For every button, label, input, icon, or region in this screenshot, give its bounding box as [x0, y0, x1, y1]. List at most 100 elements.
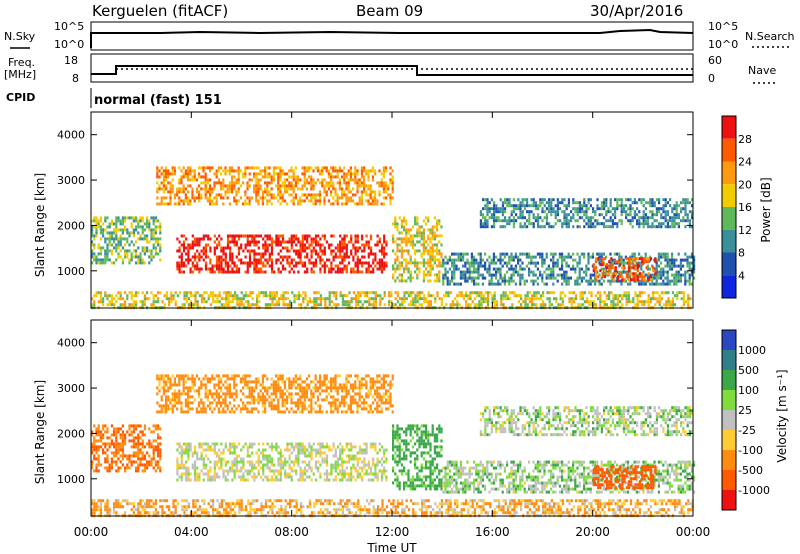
scatter-cell [209, 196, 212, 200]
scatter-cell [301, 469, 304, 473]
scatter-cell [306, 246, 309, 250]
scatter-cell [255, 187, 258, 191]
scatter-cell [286, 187, 289, 191]
scatter-cell [251, 249, 254, 253]
scatter-cell [599, 300, 602, 304]
scatter-cell [229, 252, 232, 256]
scatter-cell [235, 193, 238, 197]
scatter-cell [519, 258, 522, 262]
scatter-cell [209, 460, 212, 464]
scatter-cell [583, 276, 586, 280]
scatter-cell [585, 270, 588, 274]
scatter-cell [456, 303, 459, 307]
scatter-cell [284, 267, 287, 271]
scatter-cell [416, 228, 419, 232]
scatter-cell [369, 190, 372, 194]
scatter-cell [275, 166, 278, 170]
scatter-cell [244, 246, 247, 250]
scatter-cell [132, 303, 135, 307]
scatter-cell [323, 187, 326, 191]
scatter-cell [619, 275, 622, 279]
scatter-cell [357, 303, 360, 307]
scatter-cell [182, 466, 186, 470]
scatter-cell [493, 210, 496, 214]
scatter-cell [603, 225, 606, 229]
scatter-cell [99, 219, 102, 223]
scatter-cell [270, 445, 274, 449]
scatter-cell [93, 255, 96, 259]
scatter-cell [319, 243, 322, 247]
scatter-cell [128, 258, 131, 262]
scatter-cell [561, 303, 564, 307]
scatter-cell [565, 225, 568, 229]
scatter-cell [253, 258, 256, 262]
scatter-cell [690, 267, 693, 271]
scatter-cell [141, 231, 144, 235]
scatter-cell [196, 300, 199, 304]
scatter-cell [418, 267, 421, 271]
scatter-cell [414, 258, 417, 262]
scatter-cell [367, 478, 370, 482]
scatter-cell [350, 442, 353, 446]
scatter-cell [180, 178, 183, 182]
scatter-cell [687, 297, 690, 301]
scatter-cell [207, 472, 210, 476]
scatter-cell [493, 294, 496, 298]
scatter-cell [587, 267, 590, 271]
scatter-cell [135, 252, 138, 256]
scatter-cell [330, 181, 333, 185]
scatter-cell [667, 300, 670, 304]
scatter-cell [124, 249, 127, 253]
scatter-cell [543, 198, 546, 202]
scatter-cell [102, 231, 105, 235]
scatter-cell [178, 166, 181, 170]
scatter-cell [110, 249, 113, 253]
scatter-cell [303, 249, 307, 253]
scatter-cell [312, 246, 315, 250]
scatter-cell [189, 258, 192, 262]
scatter-cell [359, 300, 362, 304]
scatter-cell [233, 460, 236, 464]
scatter-cell [268, 454, 271, 458]
scatter-cell [693, 261, 696, 265]
scatter-cell [108, 225, 111, 229]
scatter-cell [187, 466, 190, 470]
scatter-cell [301, 448, 304, 452]
scatter-cell [264, 258, 267, 262]
scatter-cell [301, 166, 304, 170]
scatter-cell [345, 187, 348, 191]
scatter-cell [396, 225, 399, 229]
scatter-cell [436, 291, 439, 295]
scatter-cell [358, 246, 362, 250]
scatter-cell [184, 196, 187, 200]
scatter-cell [690, 270, 693, 274]
scatter-cell [339, 270, 342, 274]
scatter-cell [657, 282, 660, 286]
scatter-cell [193, 264, 197, 268]
scatter-cell [115, 222, 118, 226]
scatter-cell [503, 255, 506, 259]
scatter-cell [332, 267, 335, 271]
scatter-cell [422, 237, 425, 241]
scatter-cell [367, 199, 370, 203]
scatter-cell [191, 255, 194, 259]
scatter-cell [649, 297, 652, 301]
scatter-cell [244, 166, 247, 170]
scatter-cell [281, 463, 285, 467]
scatter-cell [180, 445, 183, 449]
scatter-cell [91, 255, 94, 259]
scatter-cell [448, 258, 451, 262]
scatter-cell [325, 166, 328, 170]
scatter-cell [251, 234, 254, 238]
scatter-cell [446, 270, 449, 274]
scatter-cell [367, 202, 370, 206]
scatter-cell [143, 222, 146, 226]
scatter-cell [388, 303, 391, 307]
scatter-cell [246, 267, 249, 271]
scatter-cell [218, 291, 221, 295]
scatter-cell [660, 270, 663, 274]
scatter-cell [299, 202, 302, 206]
scatter-cell [289, 300, 292, 304]
scatter-cell [641, 257, 644, 261]
scatter-cell [180, 264, 183, 268]
